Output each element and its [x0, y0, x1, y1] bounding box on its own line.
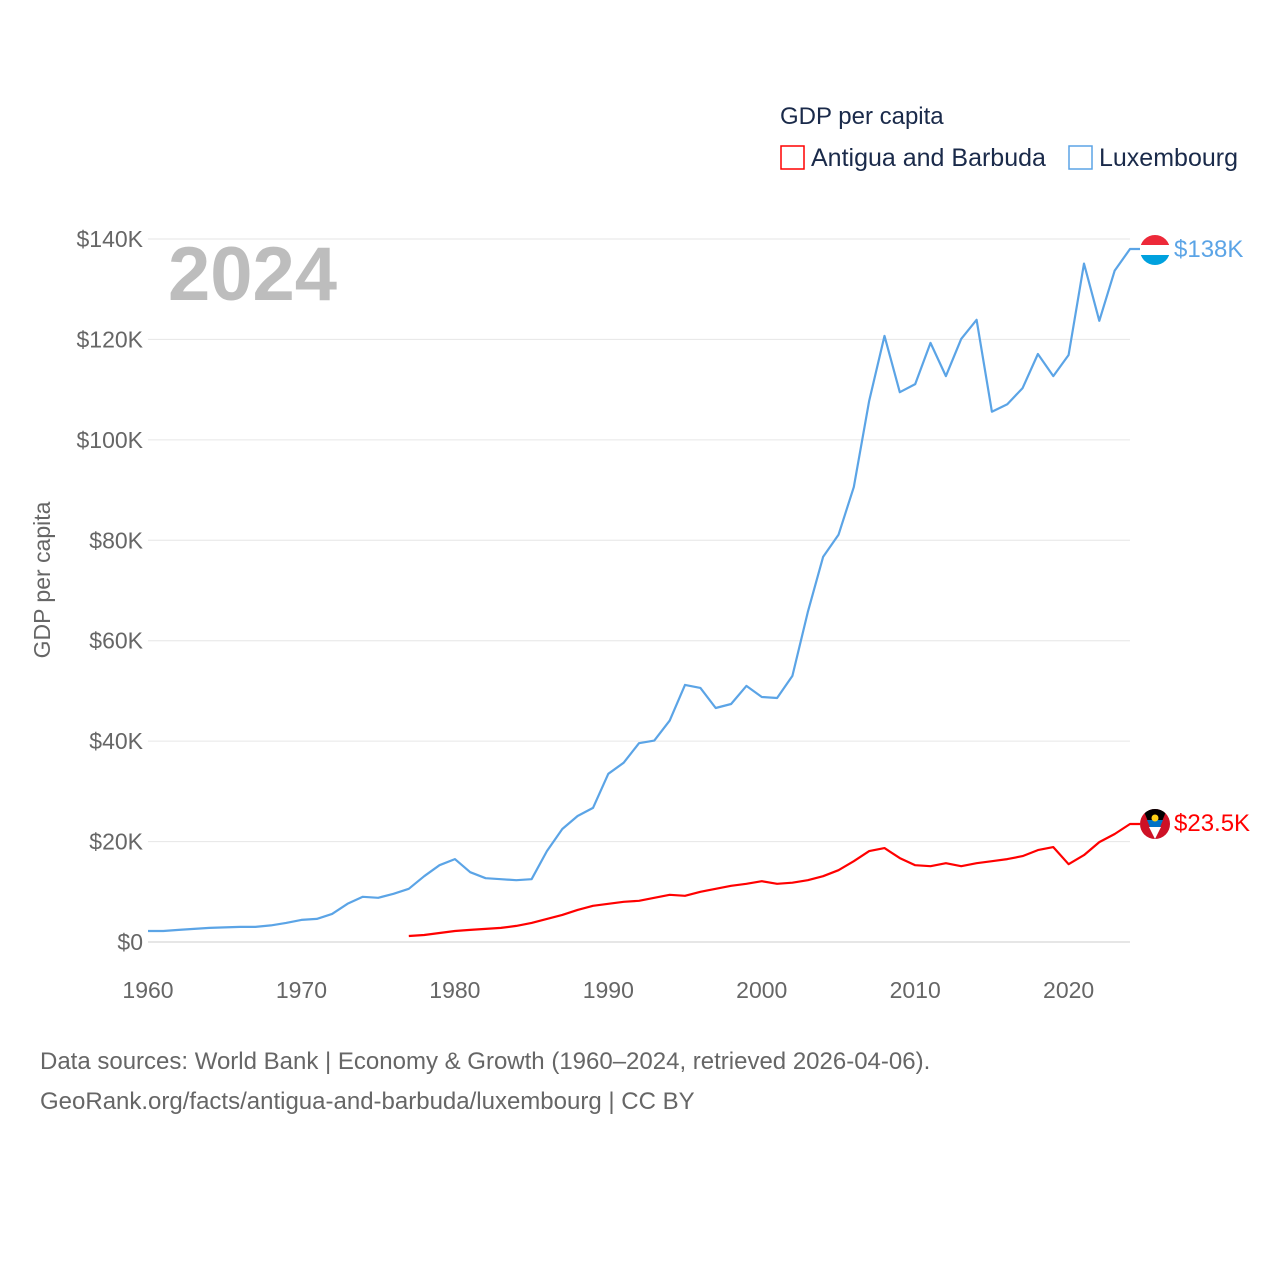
x-tick-label: 1960 — [122, 977, 173, 1003]
year-label: 2024 — [168, 232, 337, 317]
grid-lines — [148, 238, 1130, 943]
legend-label-luxembourg: Luxembourg — [1099, 144, 1238, 172]
y-tick-label: $0 — [117, 929, 143, 955]
footer: Data sources: World Bank | Economy & Gro… — [40, 1042, 930, 1122]
luxembourg-flag-icon — [1140, 235, 1170, 265]
footer-sources: Data sources: World Bank | Economy & Gro… — [40, 1048, 931, 1075]
y-tick-label: $140K — [76, 226, 143, 252]
antigua-flag-icon — [1140, 809, 1170, 839]
y-tick-label: $120K — [76, 326, 143, 352]
legend-label-antigua: Antigua and Barbuda — [811, 144, 1046, 172]
legend-item-luxembourg[interactable]: Luxembourg — [1068, 144, 1238, 172]
end-label-antigua: $23.5K — [1174, 810, 1250, 837]
legend-swatch-antigua — [780, 145, 805, 170]
series-line-luxembourg — [148, 247, 1140, 933]
y-tick-label: $40K — [89, 728, 143, 754]
x-tick-label: 1990 — [583, 977, 634, 1003]
x-tick-label: 2010 — [890, 977, 941, 1003]
y-axis-label: GDP per capita — [29, 501, 55, 658]
y-axis-ticks: $0 $20K $40K $60K $80K $100K $120K $140K — [76, 226, 143, 955]
y-tick-label: $20K — [89, 829, 143, 855]
legend-title: GDP per capita — [780, 103, 944, 130]
end-label-luxembourg: $138K — [1174, 236, 1243, 263]
legend-swatch-luxembourg — [1068, 145, 1093, 170]
series-lines — [148, 247, 1140, 938]
legend-item-antigua[interactable]: Antigua and Barbuda — [780, 144, 1046, 172]
x-tick-label: 1980 — [429, 977, 480, 1003]
series-line-antigua-and-barbuda — [408, 822, 1140, 938]
footer-link[interactable]: GeoRank.org/facts/antigua-and-barbuda/lu… — [40, 1088, 695, 1115]
y-tick-label: $60K — [89, 628, 143, 654]
y-tick-label: $80K — [89, 527, 143, 553]
y-tick-label: $100K — [76, 427, 143, 453]
x-tick-label: 2000 — [736, 977, 787, 1003]
x-axis-ticks: 1960 1970 1980 1990 2000 2010 2020 — [122, 977, 1094, 1003]
x-tick-label: 2020 — [1043, 977, 1094, 1003]
x-tick-label: 1970 — [276, 977, 327, 1003]
